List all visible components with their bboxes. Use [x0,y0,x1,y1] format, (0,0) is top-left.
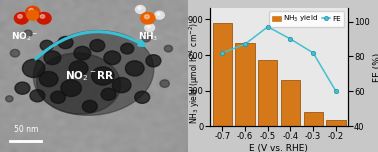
Bar [235,43,255,126]
Circle shape [22,59,45,78]
Circle shape [146,55,161,67]
Text: NH$_3$: NH$_3$ [138,30,159,43]
Circle shape [90,40,105,52]
Circle shape [15,82,30,94]
Bar [258,60,277,126]
Bar [281,80,300,126]
Circle shape [157,13,160,15]
Bar [304,112,323,126]
Circle shape [125,61,144,76]
Circle shape [26,6,40,18]
Circle shape [27,10,39,20]
Circle shape [10,49,20,57]
Circle shape [74,46,91,60]
Circle shape [58,36,73,49]
Ellipse shape [37,53,121,114]
Circle shape [14,12,29,24]
Circle shape [155,11,164,19]
X-axis label: E (V vs. RHE): E (V vs. RHE) [249,144,308,152]
Circle shape [6,96,13,102]
Circle shape [147,25,150,28]
Circle shape [18,15,22,18]
Circle shape [61,80,81,97]
Circle shape [40,15,45,18]
Circle shape [39,71,58,87]
Circle shape [135,5,145,13]
Circle shape [92,67,114,85]
Circle shape [37,12,51,24]
Circle shape [121,43,134,54]
Y-axis label: FE (%): FE (%) [373,52,378,81]
Circle shape [29,9,34,12]
Circle shape [145,24,155,32]
Text: NH$_3$ yield (μmol h$^{-1}$ cm$^{-2}$): NH$_3$ yield (μmol h$^{-1}$ cm$^{-2}$) [187,22,202,124]
Ellipse shape [33,31,154,115]
Circle shape [30,90,45,102]
Circle shape [44,51,61,65]
FancyArrowPatch shape [36,32,144,59]
Circle shape [40,40,53,51]
Legend: NH$_3$ yield, FE: NH$_3$ yield, FE [269,11,344,27]
Text: NO$_2$$^-$RR: NO$_2$$^-$RR [65,69,115,83]
Text: 50 nm: 50 nm [14,125,39,134]
Circle shape [82,100,97,112]
Circle shape [135,91,150,103]
Circle shape [112,78,131,93]
Circle shape [101,88,116,100]
Circle shape [160,80,169,87]
Circle shape [138,7,141,9]
Circle shape [141,34,150,42]
Circle shape [24,30,32,37]
Circle shape [164,45,172,52]
Bar [326,120,345,126]
Text: NO$_2$$^-$: NO$_2$$^-$ [11,30,39,43]
Bar [213,23,232,126]
Circle shape [141,12,155,24]
Circle shape [144,15,149,19]
Circle shape [104,51,121,65]
Circle shape [69,61,88,76]
Circle shape [51,91,65,103]
